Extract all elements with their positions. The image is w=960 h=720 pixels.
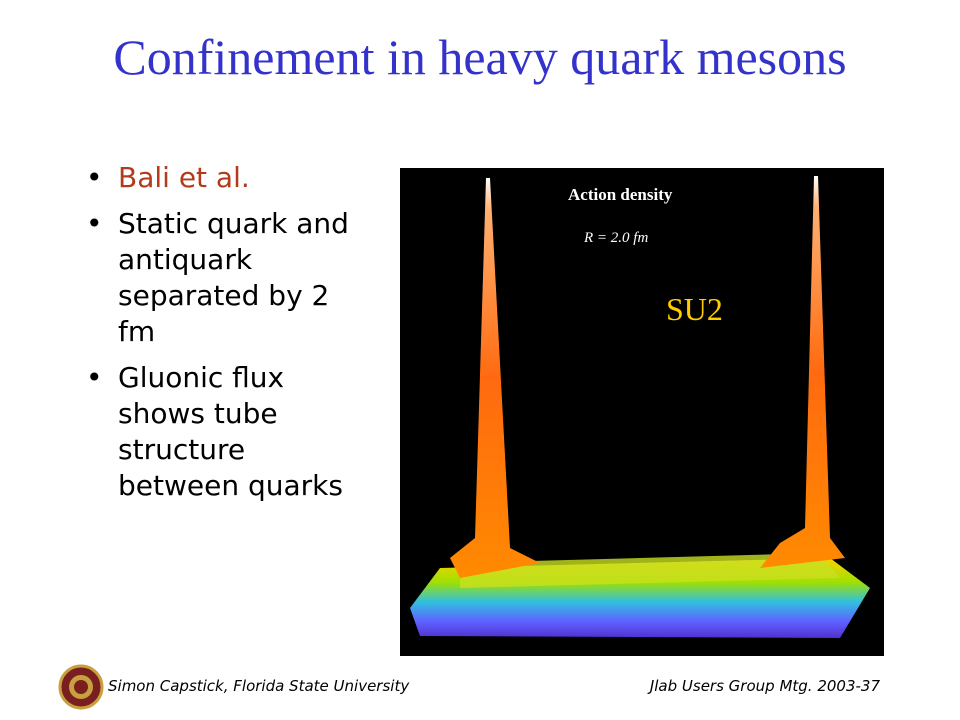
flux-tube (460, 553, 840, 588)
bullet-list: Bali et al. Static quark and antiquark s… (84, 160, 356, 514)
figure: Action density R = 2.0 fm SU2 (400, 168, 884, 656)
figure-heading: Action density (568, 185, 673, 204)
figure-label: SU2 (666, 291, 723, 327)
left-peak (450, 178, 540, 578)
figure-subheading: R = 2.0 fm (583, 230, 648, 246)
footer-left: Simon Capstick, Florida State University (108, 677, 410, 695)
title: Confinement in heavy quark mesons (113, 29, 847, 85)
footer-right: Jlab Users Group Mtg. 2003-37 (649, 677, 880, 695)
bullet: Static quark and antiquark separated by … (84, 206, 356, 350)
bullet: Gluonic flux shows tube structure betwee… (84, 360, 356, 504)
right-peak (760, 176, 845, 568)
university-seal (58, 664, 104, 710)
bullet: Bali et al. (84, 160, 356, 196)
